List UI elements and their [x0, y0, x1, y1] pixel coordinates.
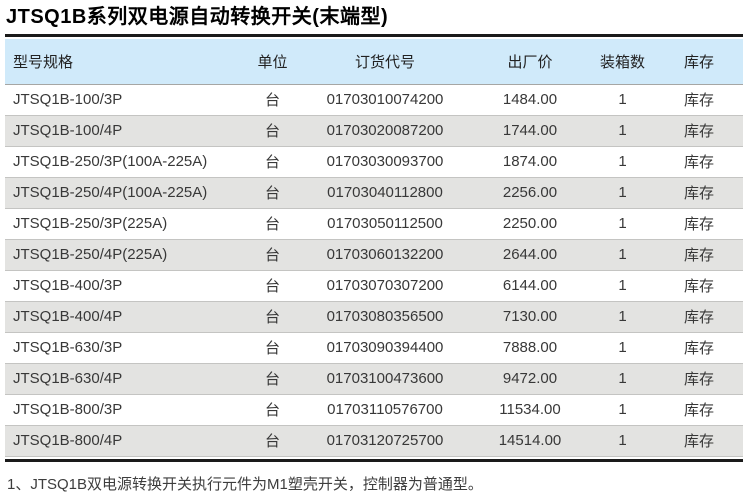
column-header-qty: 装箱数 — [599, 53, 645, 71]
cell-model: JTSQ1B-400/3P — [13, 277, 123, 294]
cell-stock: 库存 — [683, 216, 714, 233]
cell-unit: 台 — [264, 371, 280, 388]
cell-model: JTSQ1B-250/4P(100A-225A) — [13, 184, 208, 201]
cell-qty: 1 — [618, 401, 627, 418]
cell-unit: 台 — [264, 216, 280, 233]
cell-qty: 1 — [618, 122, 627, 139]
cell-model: JTSQ1B-250/4P(225A) — [13, 246, 168, 263]
cell-price: 2256.00 — [502, 184, 558, 201]
cell-code: 01703060132200 — [326, 246, 444, 263]
cell-code: 01703120725700 — [326, 432, 444, 449]
table-row: JTSQ1B-100/4P 台 01703020087200 1744.00 1 库存 — [5, 115, 743, 146]
column-header-unit: 单位 — [257, 53, 288, 71]
cell-unit: 台 — [264, 309, 280, 326]
cell-code: 01703090394400 — [326, 339, 444, 356]
table-row: JTSQ1B-800/3P 台 01703110576700 11534.00 1 库存 — [5, 394, 743, 425]
cell-unit: 台 — [264, 247, 280, 264]
table-row: JTSQ1B-100/3P 台 01703010074200 1484.00 1 库存 — [5, 84, 743, 115]
cell-code: 01703100473600 — [326, 370, 444, 387]
cell-price: 11534.00 — [499, 401, 561, 418]
bottom-rule — [5, 458, 743, 462]
table-row: JTSQ1B-250/4P(100A-225A) 台 01703040112800 2… — [5, 177, 743, 208]
cell-unit: 台 — [264, 185, 280, 202]
cell-code: 01703070307200 — [326, 277, 444, 294]
cell-stock: 库存 — [683, 433, 714, 450]
top-rule — [5, 34, 743, 37]
cell-unit: 台 — [264, 340, 280, 357]
cell-price: 7130.00 — [502, 308, 558, 325]
cell-unit: 台 — [264, 123, 280, 140]
cell-stock: 库存 — [683, 185, 714, 202]
column-header-price: 出厂价 — [507, 53, 553, 71]
cell-model: JTSQ1B-800/3P — [13, 401, 123, 418]
cell-stock: 库存 — [683, 92, 714, 109]
cell-code: 01703110576700 — [327, 401, 443, 418]
page-title: JTSQ1B系列双电源自动转换开关(末端型) — [6, 6, 389, 28]
table-header-row: 型号规格 单位 订货代号 出厂价 装箱数 库存 — [5, 39, 743, 84]
table-head: 型号规格 单位 订货代号 出厂价 装箱数 库存 — [5, 39, 743, 84]
cell-qty: 1 — [618, 432, 627, 449]
cell-unit: 台 — [264, 154, 280, 171]
cell-model: JTSQ1B-630/3P — [13, 339, 123, 356]
cell-model: JTSQ1B-250/3P(100A-225A) — [13, 153, 208, 170]
footnote: 1、JTSQ1B双电源转换开关执行元件为M1塑壳开关，控制器为普通型。 — [7, 475, 483, 493]
cell-unit: 台 — [264, 92, 280, 109]
cell-model: JTSQ1B-400/4P — [13, 308, 123, 325]
cell-qty: 1 — [618, 153, 627, 170]
cell-qty: 1 — [618, 91, 627, 108]
cell-qty: 1 — [618, 277, 627, 294]
price-table: 型号规格 单位 订货代号 出厂价 装箱数 库存 JTSQ1B-100/3P 台 0170301… — [5, 39, 743, 457]
cell-stock: 库存 — [683, 247, 714, 264]
cell-code: 01703050112500 — [327, 215, 443, 232]
cell-price: 7888.00 — [502, 339, 558, 356]
column-header-model: 型号规格 — [13, 53, 74, 71]
cell-code: 01703020087200 — [326, 122, 444, 139]
cell-qty: 1 — [618, 339, 627, 356]
cell-stock: 库存 — [683, 123, 714, 140]
table-row: JTSQ1B-400/4P 台 01703080356500 7130.00 1 库存 — [5, 301, 743, 332]
cell-price: 2250.00 — [502, 215, 558, 232]
cell-unit: 台 — [264, 402, 280, 419]
table-row: JTSQ1B-630/4P 台 01703100473600 9472.00 1 库存 — [5, 363, 743, 394]
cell-price: 14514.00 — [498, 432, 562, 449]
cell-price: 1484.00 — [502, 91, 558, 108]
cell-qty: 1 — [618, 215, 627, 232]
table-row: JTSQ1B-250/3P(100A-225A) 台 01703030093700 1… — [5, 146, 743, 177]
cell-qty: 1 — [618, 370, 627, 387]
cell-model: JTSQ1B-250/3P(225A) — [13, 215, 168, 232]
cell-qty: 1 — [618, 308, 627, 325]
column-header-code: 订货代号 — [354, 53, 415, 71]
cell-unit: 台 — [264, 433, 280, 450]
table-row: JTSQ1B-630/3P 台 01703090394400 7888.00 1 库存 — [5, 332, 743, 363]
cell-model: JTSQ1B-630/4P — [13, 370, 123, 387]
cell-stock: 库存 — [683, 278, 714, 295]
cell-stock: 库存 — [683, 340, 714, 357]
table-body: JTSQ1B-100/3P 台 01703010074200 1484.00 1 库存 JT… — [5, 84, 743, 456]
cell-qty: 1 — [618, 184, 627, 201]
cell-stock: 库存 — [683, 371, 714, 388]
cell-price: 2644.00 — [502, 246, 558, 263]
cell-price: 6144.00 — [502, 277, 558, 294]
cell-unit: 台 — [264, 278, 280, 295]
cell-stock: 库存 — [683, 154, 714, 171]
cell-price: 9472.00 — [502, 370, 558, 387]
cell-code: 01703040112800 — [327, 184, 443, 201]
cell-stock: 库存 — [683, 402, 714, 419]
cell-code: 01703030093700 — [326, 153, 444, 170]
cell-model: JTSQ1B-100/3P — [13, 91, 123, 108]
table-row: JTSQ1B-400/3P 台 01703070307200 6144.00 1 库存 — [5, 270, 743, 301]
cell-model: JTSQ1B-800/4P — [13, 432, 123, 449]
cell-qty: 1 — [618, 246, 627, 263]
cell-code: 01703010074200 — [326, 91, 444, 108]
table-row: JTSQ1B-250/3P(225A) 台 01703050112500 2250.0… — [5, 208, 743, 239]
cell-price: 1874.00 — [502, 153, 558, 170]
cell-code: 01703080356500 — [326, 308, 444, 325]
cell-stock: 库存 — [683, 309, 714, 326]
column-header-stock: 库存 — [683, 53, 714, 71]
table-row: JTSQ1B-250/4P(225A) 台 01703060132200 2644.0… — [5, 239, 743, 270]
table-row: JTSQ1B-800/4P 台 01703120725700 14514.00 1 库存 — [5, 425, 743, 456]
cell-model: JTSQ1B-100/4P — [13, 122, 123, 139]
cell-price: 1744.00 — [502, 122, 558, 139]
